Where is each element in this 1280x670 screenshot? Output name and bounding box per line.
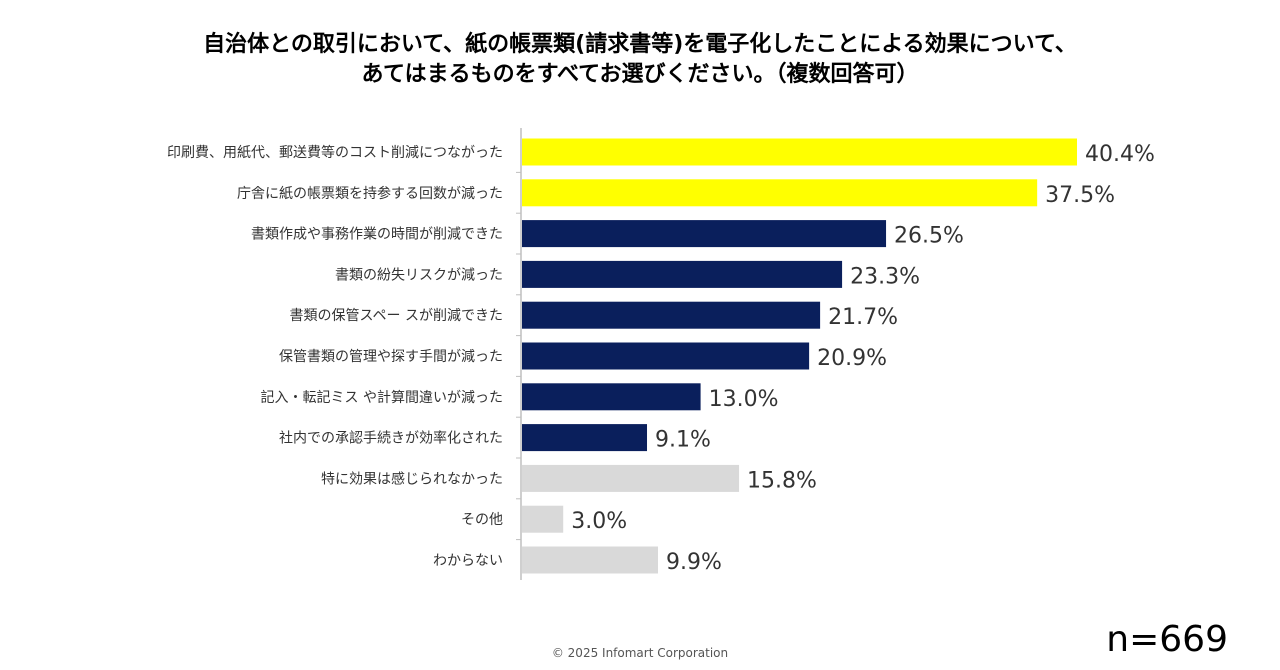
bar (522, 424, 648, 452)
value-label: 21.7% (828, 305, 898, 330)
sample-size-label: n=669 (1106, 619, 1228, 660)
bar (522, 220, 887, 248)
bar (522, 383, 701, 411)
value-label: 37.5% (1045, 183, 1115, 208)
bar (522, 546, 659, 574)
bar (522, 179, 1038, 207)
value-label: 9.9% (666, 550, 722, 575)
value-label: 23.3% (850, 264, 920, 289)
value-label: 3.0% (571, 509, 627, 534)
bar (522, 301, 821, 329)
value-label: 40.4% (1085, 142, 1155, 167)
chart-title-line-1: 自治体との取引において、紙の帳票類(請求書等)を電子化したことによる効果について… (203, 32, 1077, 57)
copyright-footer: © 2025 Infomart Corporation (551, 646, 729, 660)
value-label: 13.0% (709, 387, 779, 412)
category-label: 記入・転記ミス や計算間違いが減った (261, 389, 503, 406)
bar (522, 138, 1077, 166)
value-label: 9.1% (655, 428, 711, 453)
chart-title-line-2: あてはまるものをすべてお選びください。（複数回答可） (361, 62, 919, 87)
bar (522, 505, 564, 533)
category-label: 庁舎に紙の帳票類を持参する回数が減った (237, 185, 503, 202)
category-label: 特に効果は感じられなかった (321, 470, 503, 487)
category-label: 社内での承認手続きが効率化された (279, 430, 503, 447)
value-label: 26.5% (894, 224, 964, 249)
bar (522, 342, 810, 370)
category-label: その他 (461, 512, 503, 528)
chart-title: 自治体との取引において、紙の帳票類(請求書等)を電子化したことによる効果について… (0, 30, 1280, 90)
bar (522, 464, 740, 492)
category-label: 保管書類の管理や探す手間が減った (279, 348, 503, 365)
category-label: 書類作成や事務作業の時間が削減できた (251, 226, 503, 243)
category-label: 書類の保管スペー スが削減できた (290, 307, 503, 324)
category-label: 印刷費、用紙代、郵送費等のコスト削減につながった (167, 144, 503, 161)
category-label: わからない (433, 553, 503, 569)
value-label: 20.9% (817, 346, 887, 371)
category-label: 書類の紛失リスクが減った (335, 266, 503, 283)
value-label: 15.8% (747, 468, 817, 493)
bar (522, 260, 843, 288)
